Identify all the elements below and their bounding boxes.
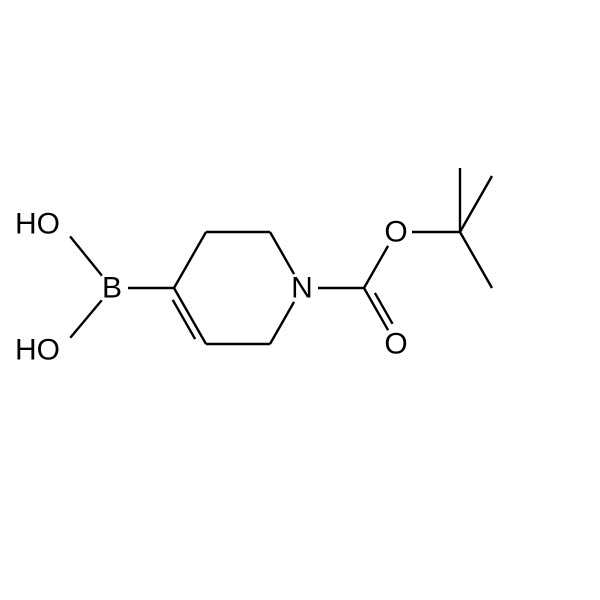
atom-label-OH_bot: HO — [15, 334, 60, 367]
bond — [270, 232, 294, 274]
bond — [70, 300, 101, 337]
atom-label-O_sgl: O — [384, 216, 407, 249]
bond — [375, 293, 393, 324]
bond — [270, 302, 294, 344]
bond — [460, 176, 492, 232]
atom-label-N: N — [291, 272, 313, 305]
bond — [364, 246, 388, 288]
bond — [174, 232, 206, 288]
chemical-structure-diagram: HO B HO N O O — [0, 0, 600, 600]
bond — [460, 232, 492, 288]
bond — [70, 236, 102, 275]
bond — [174, 288, 206, 344]
atom-label-O_dbl: O — [384, 328, 407, 361]
atom-label-B: B — [102, 272, 122, 305]
atom-label-OH_top: HO — [15, 208, 60, 241]
